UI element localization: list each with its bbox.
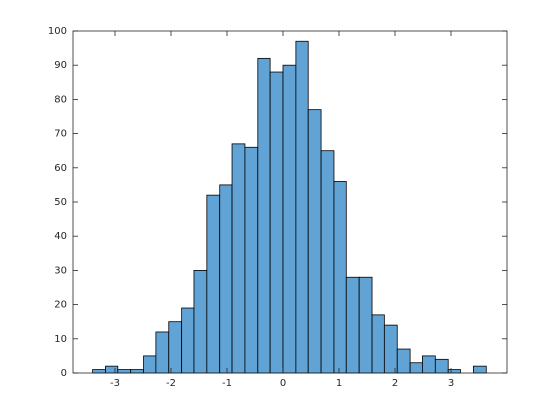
y-tick-label: 20 (54, 300, 67, 311)
bar (371, 314, 385, 374)
x-tick-label: 2 (392, 378, 398, 389)
bar (434, 358, 449, 374)
bar (472, 365, 487, 374)
y-tick-label: 90 (54, 60, 67, 71)
x-tick-label: -2 (166, 378, 176, 389)
bar (295, 40, 309, 374)
y-tick-label: 40 (54, 231, 67, 242)
bar (345, 276, 360, 374)
bar (320, 150, 335, 374)
bar (333, 181, 347, 374)
bar (269, 71, 284, 374)
bar (383, 324, 398, 374)
bar (231, 143, 246, 374)
x-tick-label: 0 (280, 378, 286, 389)
bar (257, 57, 271, 374)
bar (282, 64, 297, 374)
y-tick-label: 70 (54, 129, 67, 140)
x-tick-label: -1 (222, 378, 232, 389)
bar (422, 355, 436, 374)
bar (409, 362, 423, 374)
x-tick-label: 3 (448, 378, 454, 389)
x-tick-label: -3 (110, 378, 120, 389)
y-tick-label: 10 (54, 334, 67, 345)
bar (396, 348, 411, 374)
bar (447, 369, 461, 374)
bar (130, 369, 144, 374)
bar (244, 146, 259, 374)
y-tick-label: 0 (61, 368, 67, 379)
bar (206, 194, 221, 374)
bar (117, 369, 132, 374)
bar (181, 307, 195, 374)
bar (193, 269, 208, 374)
bar (105, 365, 119, 374)
y-tick-label: 30 (54, 265, 67, 276)
y-tick-label: 60 (54, 163, 67, 174)
bar (307, 109, 322, 374)
bar (143, 355, 157, 374)
bar (155, 331, 170, 374)
bar (92, 369, 106, 374)
x-tick-label: 1 (336, 378, 342, 389)
bar (219, 184, 233, 374)
y-tick-label: 100 (48, 26, 67, 37)
y-tick-label: 80 (54, 94, 67, 105)
bar (168, 321, 183, 374)
y-tick-label: 50 (54, 197, 67, 208)
bar (358, 276, 373, 374)
